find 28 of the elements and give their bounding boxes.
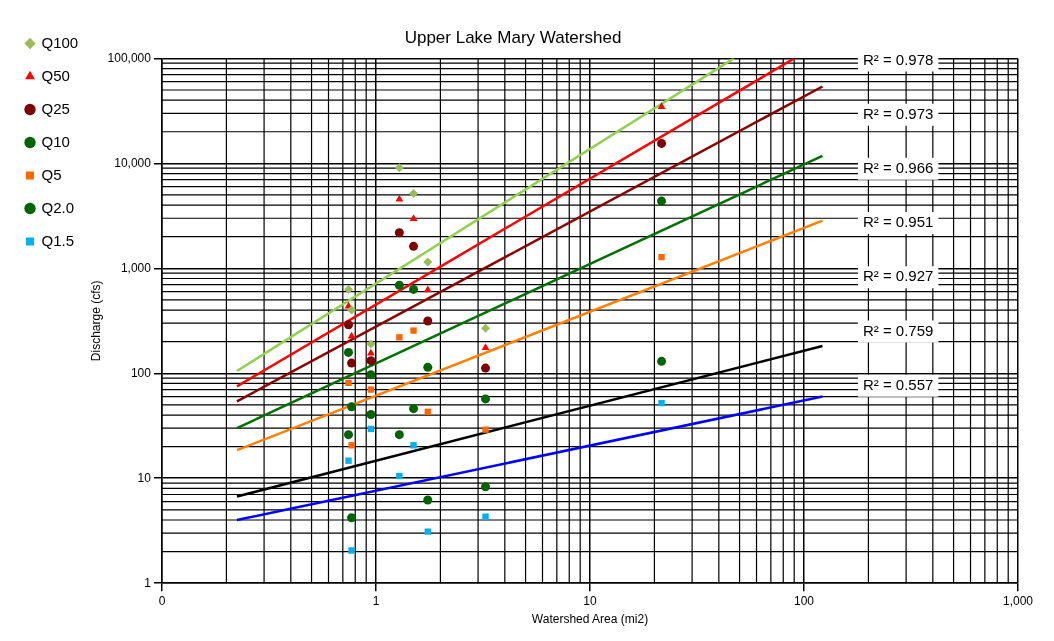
y-axis-title: Discharge (cfs)	[88, 280, 103, 362]
x-tick-label: 10	[583, 593, 597, 608]
y-tick-label: 100,000	[107, 50, 152, 65]
x-tick-label: 1	[372, 593, 380, 608]
x-tick-label: 1,000	[1002, 593, 1034, 608]
legend-label: Q5	[41, 165, 62, 183]
y-tick-label: 1,000	[120, 260, 152, 275]
legend-label: Q1.5	[41, 231, 75, 249]
annotation: R² = 0.966	[862, 159, 934, 176]
annotation: R² = 0.973	[862, 104, 934, 122]
annotation: R² = 0.978	[862, 50, 934, 68]
y-tick-label: 100	[130, 365, 152, 380]
annotation: R² = 0.951	[862, 213, 934, 231]
x-tick-label: 0	[158, 593, 166, 608]
legend-label: Q50	[41, 66, 70, 84]
legend-label: Q100	[41, 33, 79, 51]
x-tick-label: 100	[793, 593, 815, 608]
legend-label: Q25	[41, 99, 70, 117]
annotation: R² = 0.759	[862, 321, 934, 339]
x-axis-title: Watershed Area (mi2)	[531, 612, 649, 627]
annotation: R² = 0.927	[862, 267, 934, 285]
legend-label: Q10	[41, 132, 70, 150]
annotation: R² = 0.557	[862, 375, 934, 393]
y-tick-label: 1	[144, 575, 152, 590]
y-tick-label: 10,000	[114, 155, 152, 170]
y-tick-label: 10	[137, 470, 152, 485]
legend-label: Q2.0	[41, 198, 75, 216]
chart-title: Upper Lake Mary Watershed	[404, 27, 622, 47]
